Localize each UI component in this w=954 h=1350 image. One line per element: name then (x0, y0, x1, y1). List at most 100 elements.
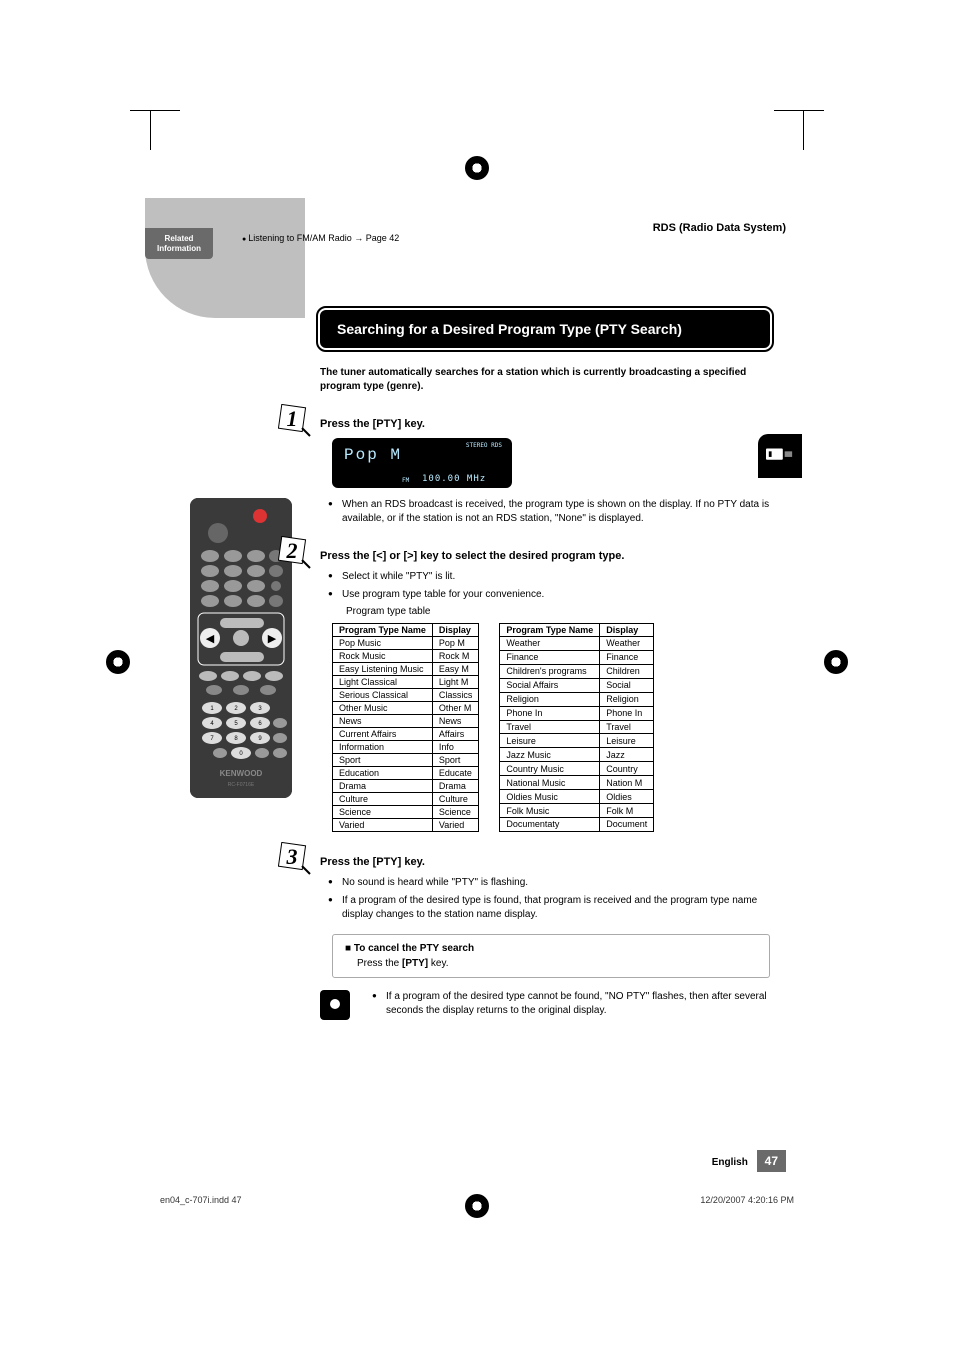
table-cell: Sport (333, 754, 433, 767)
table-cell: Leisure (600, 734, 654, 748)
tip-row: If a program of the desired type cannot … (320, 990, 770, 1022)
table-cell: Country (600, 762, 654, 776)
table-row: Easy Listening MusicEasy M (333, 663, 479, 676)
tip-text: If a program of the desired type cannot … (376, 990, 770, 1018)
table-row: CultureCulture (333, 793, 479, 806)
cancel-box: To cancel the PTY search Press the [PTY]… (332, 934, 770, 978)
table-cell: Affairs (432, 728, 479, 741)
table-cell: Sport (432, 754, 479, 767)
page-title: Searching for a Desired Program Type (PT… (320, 310, 770, 348)
table-cell: Jazz Music (500, 748, 600, 762)
indd-filename: en04_c-707i.indd 47 (160, 1195, 242, 1205)
table-cell: Folk M (600, 804, 654, 818)
table-row: Country MusicCountry (500, 762, 654, 776)
svg-text:KENWOOD: KENWOOD (220, 769, 263, 778)
table-cell: Document (600, 817, 654, 831)
footer-lang: English (712, 1157, 748, 1168)
registration-mark-icon (106, 650, 130, 674)
related-line1: Related (165, 234, 194, 243)
table-row: NewsNews (333, 715, 479, 728)
table-cell: Info (432, 741, 479, 754)
table-row: Social AffairsSocial (500, 678, 654, 692)
table-row: FinanceFinance (500, 650, 654, 664)
table-cell: Rock M (432, 650, 479, 663)
step-number-icon: 1 (284, 408, 312, 436)
table-row: Folk MusicFolk M (500, 804, 654, 818)
table-row: ReligionReligion (500, 692, 654, 706)
table-row: DocumentatyDocument (500, 817, 654, 831)
step3-title: Press the [PTY] key. (320, 856, 770, 868)
display-fm: FM (402, 477, 409, 484)
table-cell: Culture (432, 793, 479, 806)
table-cell: Religion (500, 692, 600, 706)
table-cell: Oldies (600, 790, 654, 804)
table-cell: Travel (600, 720, 654, 734)
step-1: 1 Press the [PTY] key. STEREO RDS Pop M … (320, 414, 770, 526)
col-header: Program Type Name (333, 624, 433, 637)
crop-mark (774, 110, 824, 111)
content-column: Searching for a Desired Program Type (PT… (320, 310, 770, 1022)
table-cell: Documentaty (500, 817, 600, 831)
table-row: ScienceScience (333, 806, 479, 819)
col-header: Display (600, 624, 654, 637)
table-cell: Light M (432, 676, 479, 689)
table-row: Current AffairsAffairs (333, 728, 479, 741)
table-cell: Classics (432, 689, 479, 702)
remote-control-icon: ◀ ▶ KENWOOD RC-F0716E 123 456 789 (190, 498, 292, 798)
print-footer: en04_c-707i.indd 47 12/20/2007 4:20:16 P… (160, 1195, 794, 1205)
table-row: TravelTravel (500, 720, 654, 734)
pty-tables: Program Type Name Display Pop MusicPop M… (332, 623, 770, 832)
related-info-label: Related Information (145, 228, 213, 259)
table-cell: Varied (333, 819, 433, 832)
step-3: 3 Press the [PTY] key. No sound is heard… (320, 852, 770, 1022)
table-row: Children's programsChildren (500, 664, 654, 678)
table-row: Other MusicOther M (333, 702, 479, 715)
table-row: National MusicNation M (500, 776, 654, 790)
table-cell: News (432, 715, 479, 728)
table-cell: Travel (500, 720, 600, 734)
step-number-icon: 3 (284, 846, 312, 874)
cancel-body: Press the [PTY] key. (345, 958, 757, 969)
table-cell: Other M (432, 702, 479, 715)
table-row: Oldies MusicOldies (500, 790, 654, 804)
table-cell: Varied (432, 819, 479, 832)
col-header: Display (432, 624, 479, 637)
table-cell: Drama (333, 780, 433, 793)
step2-b2: Use program type table for your convenie… (332, 588, 770, 602)
table-cell: Finance (500, 650, 600, 664)
table-row: Pop MusicPop M (333, 637, 479, 650)
table-caption: Program type table (346, 606, 770, 617)
crop-mark (150, 110, 151, 150)
manual-page: Related Information Listening to FM/AM R… (0, 0, 954, 1350)
table-cell: News (333, 715, 433, 728)
intro-text: The tuner automatically searches for a s… (320, 366, 770, 394)
table-cell: Finance (600, 650, 654, 664)
registration-mark-icon (824, 650, 848, 674)
table-cell: Oldies Music (500, 790, 600, 804)
table-cell: Rock Music (333, 650, 433, 663)
table-cell: Science (432, 806, 479, 819)
registration-mark-icon (465, 156, 489, 180)
table-cell: Other Music (333, 702, 433, 715)
table-row: Rock MusicRock M (333, 650, 479, 663)
table-cell: Nation M (600, 776, 654, 790)
svg-text:3: 3 (286, 844, 298, 869)
crop-mark (130, 110, 180, 111)
table-cell: Social (600, 678, 654, 692)
pty-table-right: Program Type Name Display WeatherWeather… (499, 623, 654, 832)
table-row: SportSport (333, 754, 479, 767)
step-2: 2 Press the [<] or [>] key to select the… (320, 546, 770, 832)
table-cell: Easy Listening Music (333, 663, 433, 676)
table-cell: Education (333, 767, 433, 780)
print-timestamp: 12/20/2007 4:20:16 PM (700, 1195, 794, 1205)
table-cell: Easy M (432, 663, 479, 676)
svg-text:1: 1 (287, 406, 298, 431)
table-cell: Children's programs (500, 664, 600, 678)
related-line2: Information (157, 244, 201, 253)
table-cell: Science (333, 806, 433, 819)
section-header: RDS (Radio Data System) (653, 222, 786, 234)
table-cell: Weather (600, 637, 654, 651)
table-cell: Folk Music (500, 804, 600, 818)
step1-title: Press the [PTY] key. (320, 418, 770, 430)
page-footer: English 47 (712, 1150, 786, 1172)
